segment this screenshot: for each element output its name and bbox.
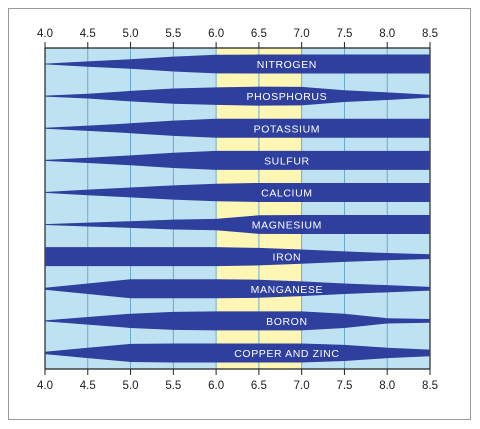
top-tick-label: 8.0 <box>379 28 395 40</box>
band-potassium <box>45 118 430 138</box>
band-phosphorus <box>45 86 430 106</box>
top-tick-label: 4.5 <box>80 28 96 40</box>
nutrient-label: SULFUR <box>264 155 310 167</box>
top-tick-label: 5.5 <box>165 28 181 40</box>
bottom-tick-label: 5.0 <box>123 380 139 392</box>
top-tick-label: 8.5 <box>422 28 438 40</box>
top-axis-ticks: 4.0 4.5 5.0 5.5 6.0 6.5 7.0 7.5 8.0 8.5 <box>37 28 438 48</box>
top-tick-label: 7.5 <box>336 28 352 40</box>
nutrient-label: COPPER AND ZINC <box>234 348 339 360</box>
bottom-tick-label: 4.5 <box>80 380 96 392</box>
bottom-tick-label: 6.0 <box>208 380 224 392</box>
bottom-tick-label: 5.5 <box>165 380 181 392</box>
nutrient-label: MANGANESE <box>251 284 324 296</box>
band-boron <box>45 311 430 331</box>
nutrient-bands <box>45 54 430 363</box>
nutrient-labels: NITROGEN PHOSPHORUS POTASSIUM SULFUR CALCIUM… <box>234 59 339 360</box>
bottom-tick-label: 7.0 <box>294 380 310 392</box>
bottom-axis-ticks: 4.0 4.5 5.0 5.5 6.0 6.5 7.0 7.5 8.0 8.5 <box>37 369 438 392</box>
top-tick-label: 4.0 <box>37 28 53 40</box>
nutrient-label: CALCIUM <box>261 187 312 199</box>
bottom-tick-label: 8.5 <box>422 380 438 392</box>
band-magnesium <box>45 215 430 235</box>
top-tick-label: 7.0 <box>294 28 310 40</box>
band-copper-and-zinc <box>45 343 430 363</box>
bottom-tick-label: 6.5 <box>251 380 267 392</box>
top-tick-label: 6.5 <box>251 28 267 40</box>
top-tick-label: 5.0 <box>123 28 139 40</box>
band-iron <box>45 247 430 267</box>
bottom-tick-label: 4.0 <box>37 380 53 392</box>
nutrient-label: IRON <box>273 252 302 264</box>
bottom-tick-label: 7.5 <box>336 380 352 392</box>
band-calcium <box>45 182 430 202</box>
nutrient-label: NITROGEN <box>257 59 317 71</box>
nutrient-label: PHOSPHORUS <box>247 91 328 103</box>
nutrient-label: MAGNESIUM <box>252 220 322 232</box>
band-manganese <box>45 279 430 299</box>
bottom-tick-label: 8.0 <box>379 380 395 392</box>
band-sulfur <box>45 150 430 170</box>
nutrient-label: BORON <box>266 316 308 328</box>
nutrient-label: POTASSIUM <box>254 123 320 135</box>
top-tick-label: 6.0 <box>208 28 224 40</box>
band-nitrogen <box>45 54 430 74</box>
